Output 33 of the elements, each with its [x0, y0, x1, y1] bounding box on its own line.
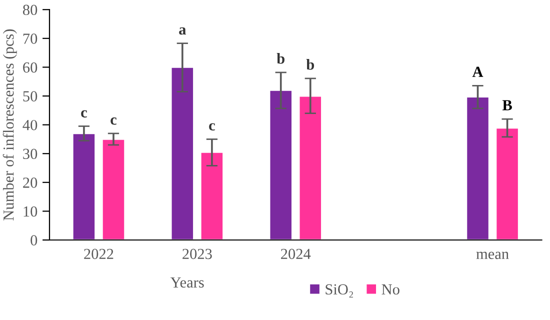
annotation: A [472, 66, 484, 77]
legend-label: No [382, 284, 400, 295]
y-tick-label: 70 [23, 34, 38, 44]
x-axis-title: Years [170, 277, 204, 288]
bar [268, 90, 293, 240]
bar [466, 96, 490, 240]
bar [200, 151, 224, 240]
annotation: b [306, 59, 314, 70]
y-tick-label: 20 [23, 178, 38, 188]
y-tick-label: 0 [30, 235, 38, 246]
x-tick-label: 2023 [182, 248, 212, 260]
y-tick-label: 30 [23, 148, 38, 160]
legend-label: SiO₂ [326, 284, 353, 298]
bar [101, 138, 126, 240]
y-tick-label: 50 [23, 91, 38, 102]
bar [72, 132, 96, 240]
y-tick-label: 80 [23, 4, 38, 16]
annotation: a [179, 27, 186, 35]
y-tick-label: 60 [23, 62, 38, 73]
bar [495, 127, 520, 240]
bar [170, 66, 194, 240]
y-tick-label: 10 [24, 206, 38, 217]
x-tick-label: mean [476, 252, 509, 260]
y-tick-label: 40 [22, 120, 38, 130]
annotation: c [209, 123, 215, 131]
y-axis-title: Number of inflorescences (pcs) [2, 29, 17, 220]
bar [298, 95, 322, 240]
annotation: c [81, 110, 87, 118]
x-tick-label: 2022 [84, 248, 114, 260]
x-tick-label: 2024 [281, 248, 311, 260]
annotation: b [276, 52, 284, 64]
annotation: B [502, 100, 512, 110]
annotation: c [110, 117, 116, 125]
